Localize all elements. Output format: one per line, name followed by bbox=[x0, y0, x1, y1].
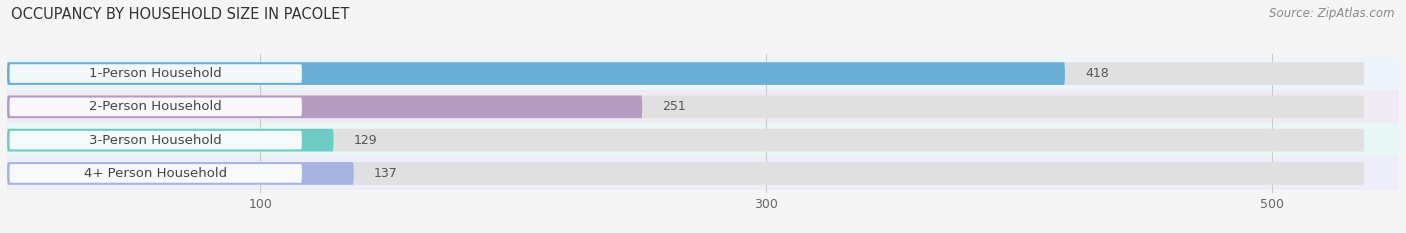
Text: Source: ZipAtlas.com: Source: ZipAtlas.com bbox=[1270, 7, 1395, 20]
FancyBboxPatch shape bbox=[7, 90, 1399, 123]
Text: 1-Person Household: 1-Person Household bbox=[90, 67, 222, 80]
FancyBboxPatch shape bbox=[7, 57, 1399, 90]
FancyBboxPatch shape bbox=[10, 64, 302, 83]
FancyBboxPatch shape bbox=[7, 62, 1064, 85]
FancyBboxPatch shape bbox=[7, 123, 1399, 157]
FancyBboxPatch shape bbox=[10, 164, 302, 183]
FancyBboxPatch shape bbox=[7, 96, 643, 118]
FancyBboxPatch shape bbox=[10, 131, 302, 149]
FancyBboxPatch shape bbox=[7, 129, 333, 151]
FancyBboxPatch shape bbox=[7, 162, 1364, 185]
Text: 2-Person Household: 2-Person Household bbox=[90, 100, 222, 113]
FancyBboxPatch shape bbox=[7, 157, 1399, 190]
FancyBboxPatch shape bbox=[7, 96, 1364, 118]
FancyBboxPatch shape bbox=[7, 129, 1364, 151]
Text: 3-Person Household: 3-Person Household bbox=[90, 134, 222, 147]
Text: 4+ Person Household: 4+ Person Household bbox=[84, 167, 228, 180]
FancyBboxPatch shape bbox=[7, 162, 354, 185]
Text: 418: 418 bbox=[1085, 67, 1109, 80]
Text: 137: 137 bbox=[374, 167, 398, 180]
FancyBboxPatch shape bbox=[7, 62, 1364, 85]
FancyBboxPatch shape bbox=[10, 98, 302, 116]
Text: 129: 129 bbox=[354, 134, 377, 147]
Text: OCCUPANCY BY HOUSEHOLD SIZE IN PACOLET: OCCUPANCY BY HOUSEHOLD SIZE IN PACOLET bbox=[11, 7, 350, 22]
Text: 251: 251 bbox=[662, 100, 686, 113]
